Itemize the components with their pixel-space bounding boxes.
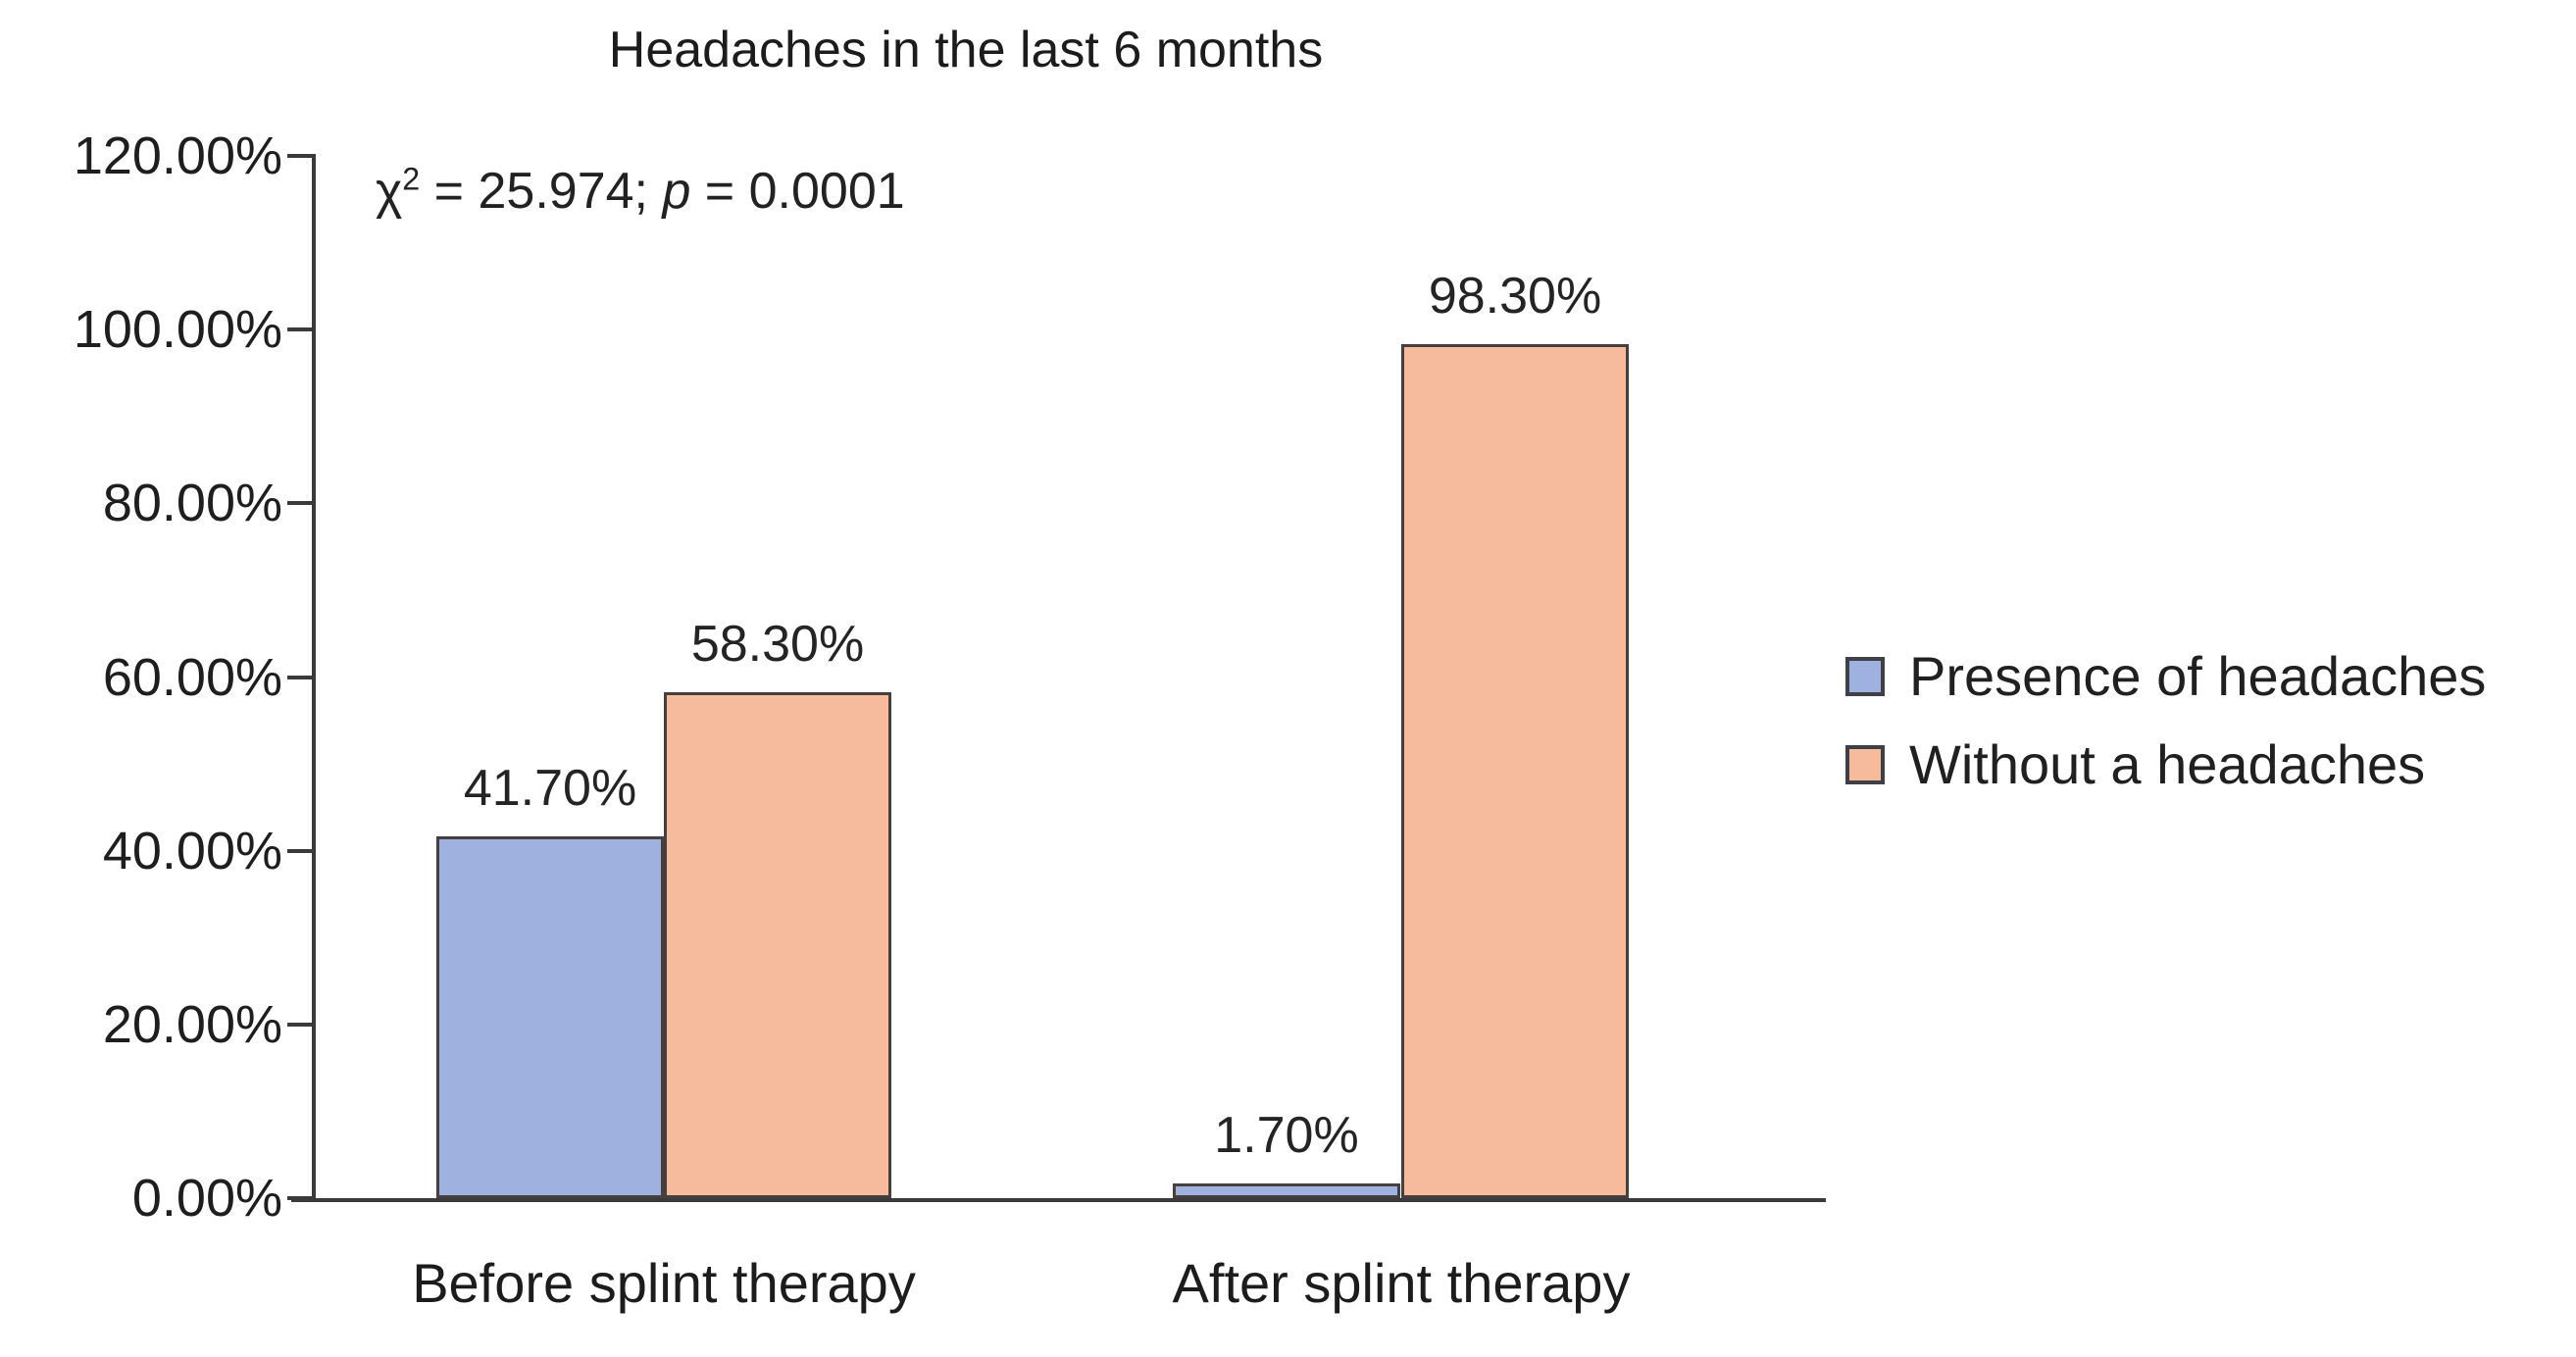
- y-tick-mark: [287, 154, 314, 158]
- y-tick-label: 40.00%: [102, 821, 282, 880]
- chart-title: Headaches in the last 6 months: [608, 22, 1324, 78]
- y-tick-label: 120.00%: [73, 126, 282, 185]
- legend-item-without: Without a headaches: [1845, 735, 2486, 794]
- y-tick-label: 60.00%: [102, 647, 282, 707]
- y-tick-label: 100.00%: [73, 300, 282, 360]
- bar-presence-of-headaches-before-splint-therapy: [436, 836, 664, 1198]
- bar-value-label-presence-of-headaches-after-splint-therapy: 1.70%: [1214, 1107, 1359, 1164]
- y-tick-label: 0.00%: [131, 1169, 282, 1228]
- y-tick-mark: [287, 1022, 314, 1027]
- y-tick-label: 20.00%: [102, 994, 282, 1054]
- x-axis-line: [291, 1198, 1826, 1202]
- bar-presence-of-headaches-after-splint-therapy: [1173, 1183, 1400, 1198]
- y-tick-mark: [287, 675, 314, 679]
- y-tick-mark: [287, 501, 314, 506]
- bar-value-label-without-a-headaches-after-splint-therapy: 98.30%: [1428, 268, 1602, 325]
- chi-square-annotation: χ2 = 25.974; p = 0.0001: [376, 161, 905, 222]
- chi-symbol: χ: [376, 163, 403, 220]
- bar-without-a-headaches-before-splint-therapy: [664, 692, 891, 1198]
- legend-item-presence: Presence of headaches: [1845, 647, 2486, 706]
- chi-exponent: 2: [402, 161, 421, 197]
- bar-value-label-without-a-headaches-before-splint-therapy: 58.30%: [690, 616, 865, 673]
- legend-label-presence: Presence of headaches: [1909, 645, 2487, 707]
- category-label-after-splint-therapy: After splint therapy: [1172, 1252, 1631, 1314]
- bar-without-a-headaches-after-splint-therapy: [1401, 344, 1629, 1198]
- chi-value: = 25.974;: [420, 163, 663, 220]
- category-label-before-splint-therapy: Before splint therapy: [412, 1252, 916, 1314]
- p-symbol: p: [662, 163, 691, 220]
- y-tick-mark: [287, 848, 314, 853]
- y-tick-mark: [287, 327, 314, 332]
- bar-value-label-presence-of-headaches-before-splint-therapy: 41.70%: [463, 760, 637, 817]
- legend: Presence of headaches Without a headache…: [1845, 647, 2486, 794]
- p-value: = 0.0001: [690, 163, 905, 220]
- legend-swatch-presence-icon: [1845, 657, 1885, 696]
- y-axis-line: [312, 154, 316, 1202]
- y-tick-mark: [287, 1196, 314, 1200]
- y-tick-label: 80.00%: [102, 474, 282, 533]
- legend-label-without: Without a headaches: [1909, 733, 2426, 795]
- legend-swatch-without-icon: [1845, 745, 1885, 784]
